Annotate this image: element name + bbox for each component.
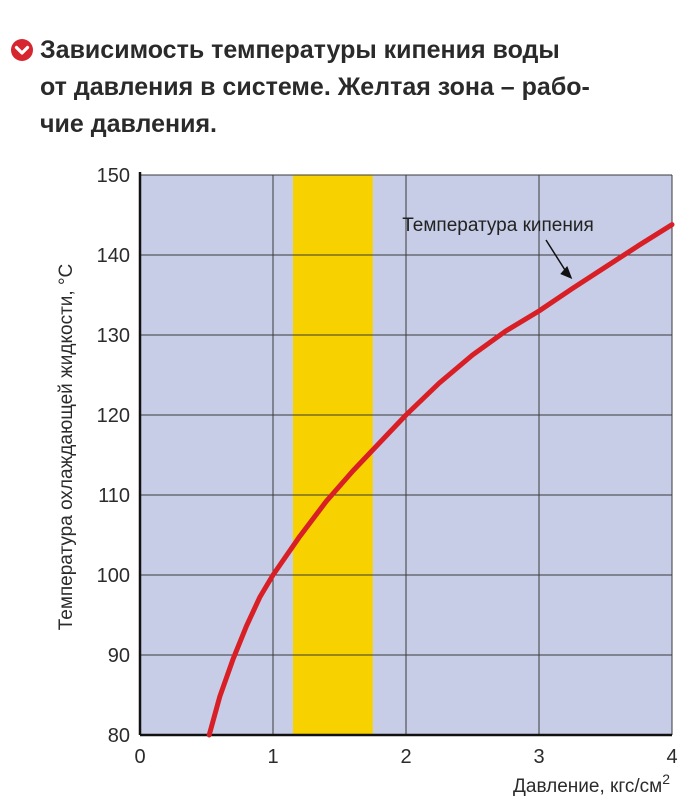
annotation-arrow-head: [560, 266, 573, 279]
y-tick-label-6: 140: [97, 245, 130, 267]
x-tick-label-2: 2: [400, 746, 411, 768]
boiling-temperature-line: [206, 222, 675, 738]
annotation-label: Температура кипения: [402, 215, 594, 236]
annotation-arrow-line: [545, 239, 567, 273]
x-tick-label-4: 4: [666, 746, 677, 768]
y-tick-label-4: 120: [97, 405, 130, 427]
y-tick-label-1: 90: [108, 645, 130, 667]
check-icon: [11, 39, 33, 61]
y-tick-label-5: 130: [97, 325, 130, 347]
x-tick-label-1: 1: [267, 746, 278, 768]
caption-line-1: Зависимость температуры кипения воды: [40, 36, 560, 64]
working-pressure-band: [292, 175, 373, 735]
x-tick-label-3: 3: [533, 746, 544, 768]
x-axis-title: Давление, кгс/см2: [513, 771, 670, 797]
y-tick-label-2: 100: [97, 565, 130, 587]
caption-line-3: чие давления.: [40, 110, 218, 138]
caption-line-2: от давления в системе. Желтая зона – раб…: [40, 73, 590, 101]
y-tick-label-7: 150: [97, 165, 130, 187]
y-axis-title: Температура охлаждающей жидкости, °С: [56, 264, 77, 631]
y-tick-label-0: 80: [108, 725, 130, 747]
y-tick-label-3: 110: [98, 485, 130, 507]
chart-caption: Зависимость температуры кипения воды от …: [40, 32, 680, 143]
x-tick-label-0: 0: [134, 746, 145, 768]
